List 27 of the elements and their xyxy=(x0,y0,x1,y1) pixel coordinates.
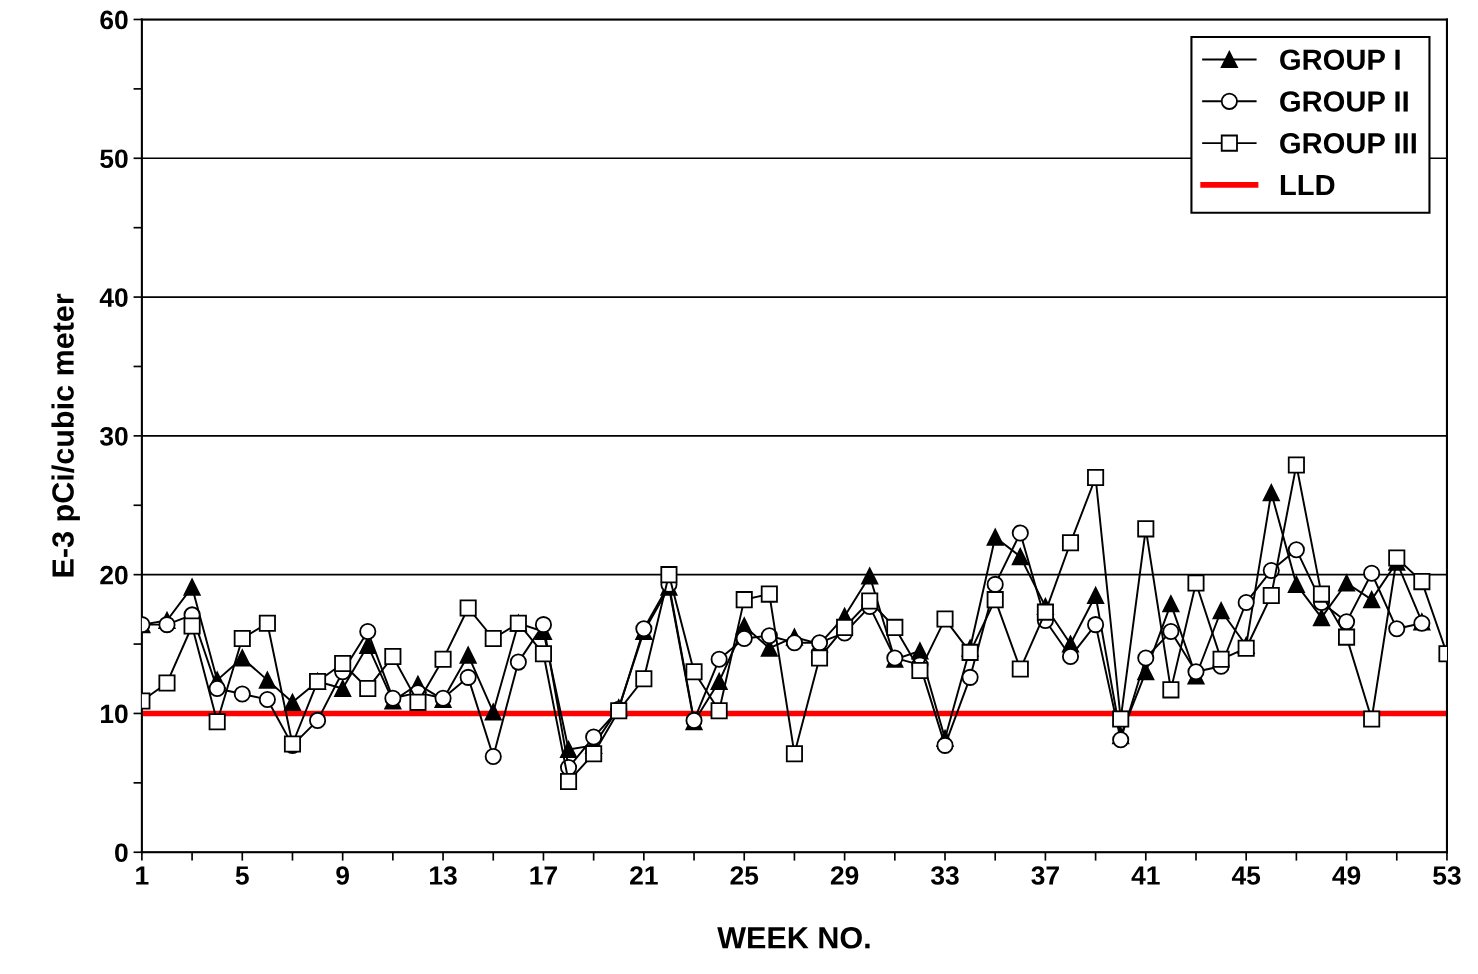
y-tick-label: 60 xyxy=(100,10,128,30)
x-tick-label: 53 xyxy=(1433,866,1461,885)
x-tick-label: 1 xyxy=(136,866,149,885)
y-axis-title: E-3 pCi/cubic meter xyxy=(51,293,80,577)
x-tick-label: 33 xyxy=(930,866,959,885)
x-tick-label: 41 xyxy=(1131,866,1160,885)
x-tick-label: 9 xyxy=(336,866,350,885)
x-tick-label: 25 xyxy=(730,866,759,885)
legend-label: GROUP I xyxy=(1280,49,1400,71)
x-tick-label: 13 xyxy=(430,866,457,885)
x-tick-label: 17 xyxy=(530,866,557,885)
legend-label: LLD xyxy=(1280,175,1335,196)
legend-label: GROUP III xyxy=(1280,132,1416,154)
y-tick-label: 40 xyxy=(99,288,128,307)
y-tick-label: 0 xyxy=(115,843,128,863)
y-tick-label: 20 xyxy=(100,565,128,585)
x-tick-label: 37 xyxy=(1031,866,1059,885)
y-tick-label: 50 xyxy=(100,149,128,169)
x-axis-title: WEEK NO. xyxy=(717,926,870,949)
legend-label: GROUP II xyxy=(1280,91,1408,112)
x-tick-label: 5 xyxy=(235,866,249,885)
y-tick-label: 10 xyxy=(101,704,128,724)
x-tick-label: 45 xyxy=(1231,866,1261,885)
x-tick-label: 29 xyxy=(830,866,859,885)
y-tick-label: 30 xyxy=(99,427,128,446)
x-tick-label: 49 xyxy=(1332,866,1361,885)
x-tick-label: 21 xyxy=(630,866,658,885)
